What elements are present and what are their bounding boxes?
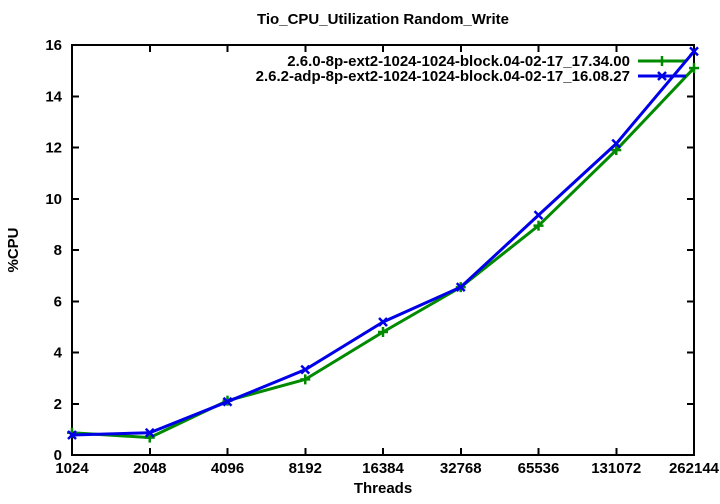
x-tick-label: 131072: [591, 460, 641, 477]
x-tick-label: 262144: [669, 460, 720, 477]
y-tick-label: 6: [54, 293, 62, 310]
data-point-x-icon: [222, 396, 233, 407]
plot-layer: 1024 2048 4096 8192 16384 32768 65536 131072 262…: [45, 37, 719, 477]
y-tick-label: 10: [45, 191, 62, 208]
y-tick-label: 2: [54, 396, 62, 413]
x-tick-label: 32768: [440, 460, 482, 477]
legend-label: 2.6.2-adp-8p-ext2-1024-1024-block.04-02-…: [256, 68, 630, 85]
y-tick-label: 0: [54, 447, 62, 464]
data-point-x-icon: [67, 430, 77, 440]
data-point-x-icon: [689, 46, 699, 57]
data-point-x-icon: [378, 317, 388, 327]
x-tick-label: 8192: [289, 460, 322, 477]
plot-border: [71, 44, 695, 456]
data-point-x-icon: [455, 282, 466, 293]
y-tick-label: 4: [54, 345, 63, 362]
y-tick-label: 16: [45, 37, 62, 54]
y-tick-label: 8: [54, 242, 62, 259]
x-tick-label: 65536: [518, 460, 560, 477]
x-tick-label: 2048: [133, 460, 166, 477]
x-axis-label: Threads: [354, 480, 412, 497]
legend-sample-x-icon: [657, 71, 667, 81]
x-tick-label: 4096: [211, 460, 244, 477]
legend-label: 2.6.0-8p-ext2-1024-1024-block.04-02-17_1…: [287, 53, 630, 70]
y-tick-label: 12: [45, 140, 62, 157]
series-line-0: [71, 67, 696, 440]
x-tick-label: 16384: [362, 460, 404, 477]
x-tick-label: 1024: [55, 460, 89, 477]
data-point-x-icon: [300, 364, 311, 375]
series-line-1: [71, 50, 696, 437]
y-tick-label: 14: [45, 88, 62, 105]
data-point-x-icon: [533, 210, 544, 221]
data-point-x-icon: [611, 138, 622, 149]
y-axis-label: %CPU: [5, 227, 22, 272]
chart-title: Tio_CPU_Utilization Random_Write: [257, 11, 509, 28]
data-point-x-icon: [144, 427, 155, 438]
